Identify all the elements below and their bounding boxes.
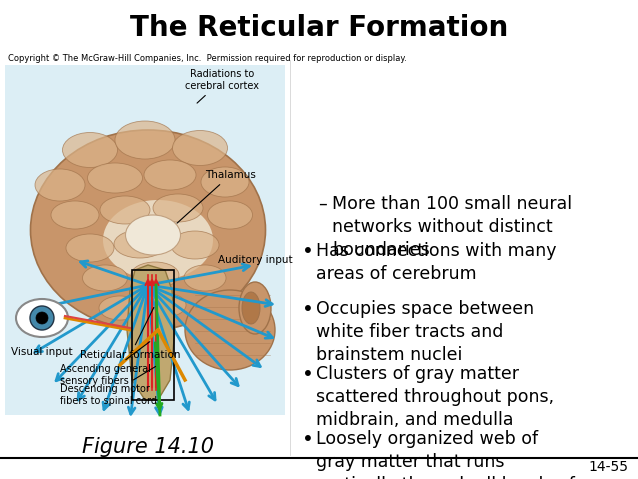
Text: 14-55: 14-55 — [588, 460, 628, 474]
Ellipse shape — [99, 296, 141, 320]
Ellipse shape — [172, 130, 228, 166]
Text: Visual input: Visual input — [11, 347, 73, 357]
Ellipse shape — [126, 215, 181, 255]
Ellipse shape — [153, 194, 203, 222]
Text: Radiations to
cerebral cortex: Radiations to cerebral cortex — [185, 69, 259, 103]
Text: Figure 14.10: Figure 14.10 — [82, 437, 214, 457]
Ellipse shape — [30, 306, 54, 330]
Text: Ascending general
sensory fibers: Ascending general sensory fibers — [60, 342, 151, 386]
Ellipse shape — [144, 160, 196, 190]
Ellipse shape — [35, 169, 85, 201]
Ellipse shape — [51, 201, 99, 229]
Text: Auditory input: Auditory input — [218, 255, 292, 265]
Ellipse shape — [184, 265, 226, 291]
Text: Loosely organized web of
gray matter that runs
vertically through all levels of
: Loosely organized web of gray matter tha… — [316, 430, 575, 479]
Text: –: – — [318, 195, 327, 213]
Ellipse shape — [100, 196, 150, 224]
Text: Occupies space between
white fiber tracts and
brainstem nuclei: Occupies space between white fiber tract… — [316, 300, 534, 364]
Ellipse shape — [82, 265, 128, 291]
Text: •: • — [302, 365, 314, 384]
Ellipse shape — [36, 312, 48, 324]
Text: Descending motor
fibers to spinal cord: Descending motor fibers to spinal cord — [60, 366, 157, 406]
Ellipse shape — [242, 292, 260, 324]
Ellipse shape — [87, 163, 142, 193]
Polygon shape — [127, 265, 175, 400]
Ellipse shape — [171, 231, 219, 259]
Text: •: • — [302, 430, 314, 449]
Ellipse shape — [201, 167, 249, 197]
FancyBboxPatch shape — [5, 65, 285, 415]
Ellipse shape — [16, 299, 68, 337]
Text: •: • — [302, 300, 314, 319]
Ellipse shape — [103, 200, 213, 280]
Text: •: • — [302, 242, 314, 261]
Ellipse shape — [207, 201, 253, 229]
Ellipse shape — [185, 290, 275, 370]
Text: Thalamus: Thalamus — [177, 170, 256, 223]
Ellipse shape — [31, 130, 265, 330]
Text: Reticular formation: Reticular formation — [80, 308, 181, 360]
Ellipse shape — [114, 230, 166, 258]
Ellipse shape — [66, 234, 114, 262]
Text: The Reticular Formation: The Reticular Formation — [130, 14, 508, 42]
Text: Copyright © The McGraw-Hill Companies, Inc.  Permission required for reproductio: Copyright © The McGraw-Hill Companies, I… — [8, 54, 407, 62]
Ellipse shape — [63, 133, 117, 168]
Text: Has connections with many
areas of cerebrum: Has connections with many areas of cereb… — [316, 242, 556, 283]
Ellipse shape — [115, 121, 175, 159]
Text: Clusters of gray matter
scattered throughout pons,
midbrain, and medulla: Clusters of gray matter scattered throug… — [316, 365, 554, 429]
Ellipse shape — [239, 282, 271, 334]
Ellipse shape — [131, 262, 179, 288]
Ellipse shape — [144, 293, 186, 317]
Text: More than 100 small neural
networks without distinct
boundaries: More than 100 small neural networks with… — [332, 195, 572, 259]
